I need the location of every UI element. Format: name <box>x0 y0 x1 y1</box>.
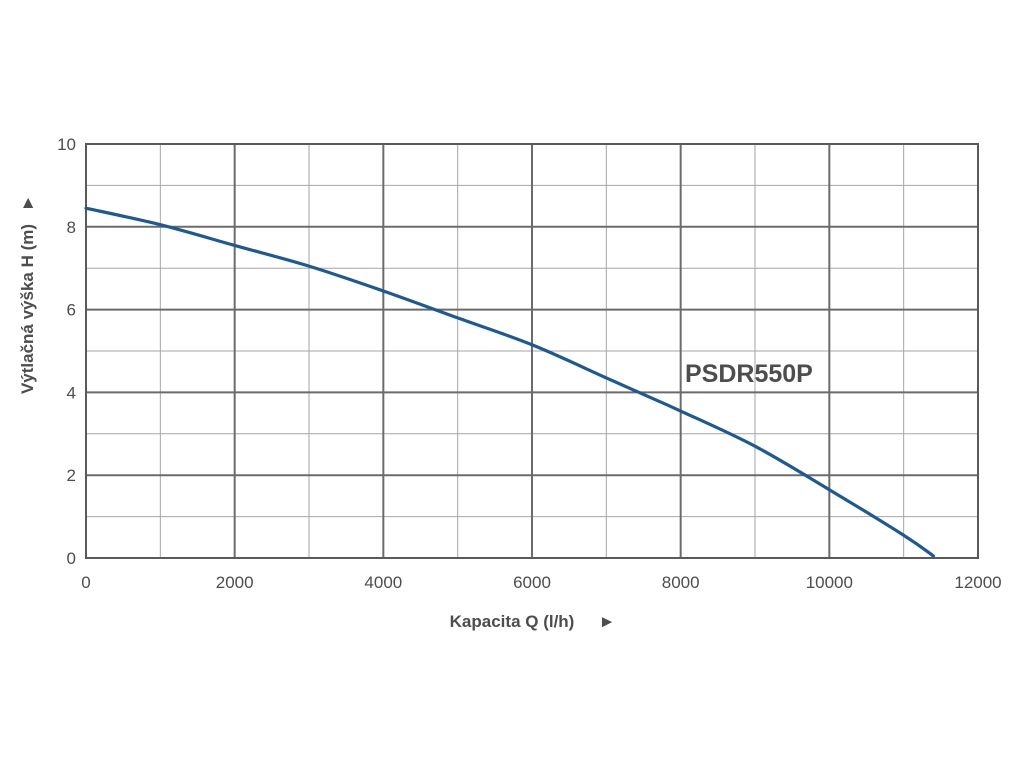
y-tick-label: 8 <box>67 218 76 237</box>
x-tick-label: 8000 <box>662 573 700 592</box>
x-tick-label: 2000 <box>216 573 254 592</box>
x-tick-label: 4000 <box>364 573 402 592</box>
y-tick-label: 0 <box>67 549 76 568</box>
tick-labels: 0 2000 4000 6000 8000 10000 12000 0 2 4 6 8 10 <box>57 135 1002 592</box>
y-axis-arrow: ► <box>18 195 37 212</box>
x-axis-label: Kapacita Q (l/h) <box>450 612 575 631</box>
major-grid <box>85 143 979 559</box>
series-layer <box>84 206 935 558</box>
y-axis-label: Výtlačná výška H (m) <box>18 224 37 394</box>
y-tick-label: 10 <box>57 135 76 154</box>
y-tick-label: 6 <box>67 301 76 320</box>
x-tick-label: 0 <box>81 573 90 592</box>
series-label-PSDR550P: PSDR550P <box>685 360 813 388</box>
series-line-PSDR550P <box>84 206 935 558</box>
y-tick-label: 4 <box>67 383 76 402</box>
y-tick-label: 2 <box>67 466 76 485</box>
x-tick-label: 12000 <box>954 573 1001 592</box>
x-tick-label: 6000 <box>513 573 551 592</box>
plot-frame <box>85 143 979 559</box>
x-tick-label: 10000 <box>806 573 853 592</box>
x-axis-arrow: ► <box>599 612 616 631</box>
